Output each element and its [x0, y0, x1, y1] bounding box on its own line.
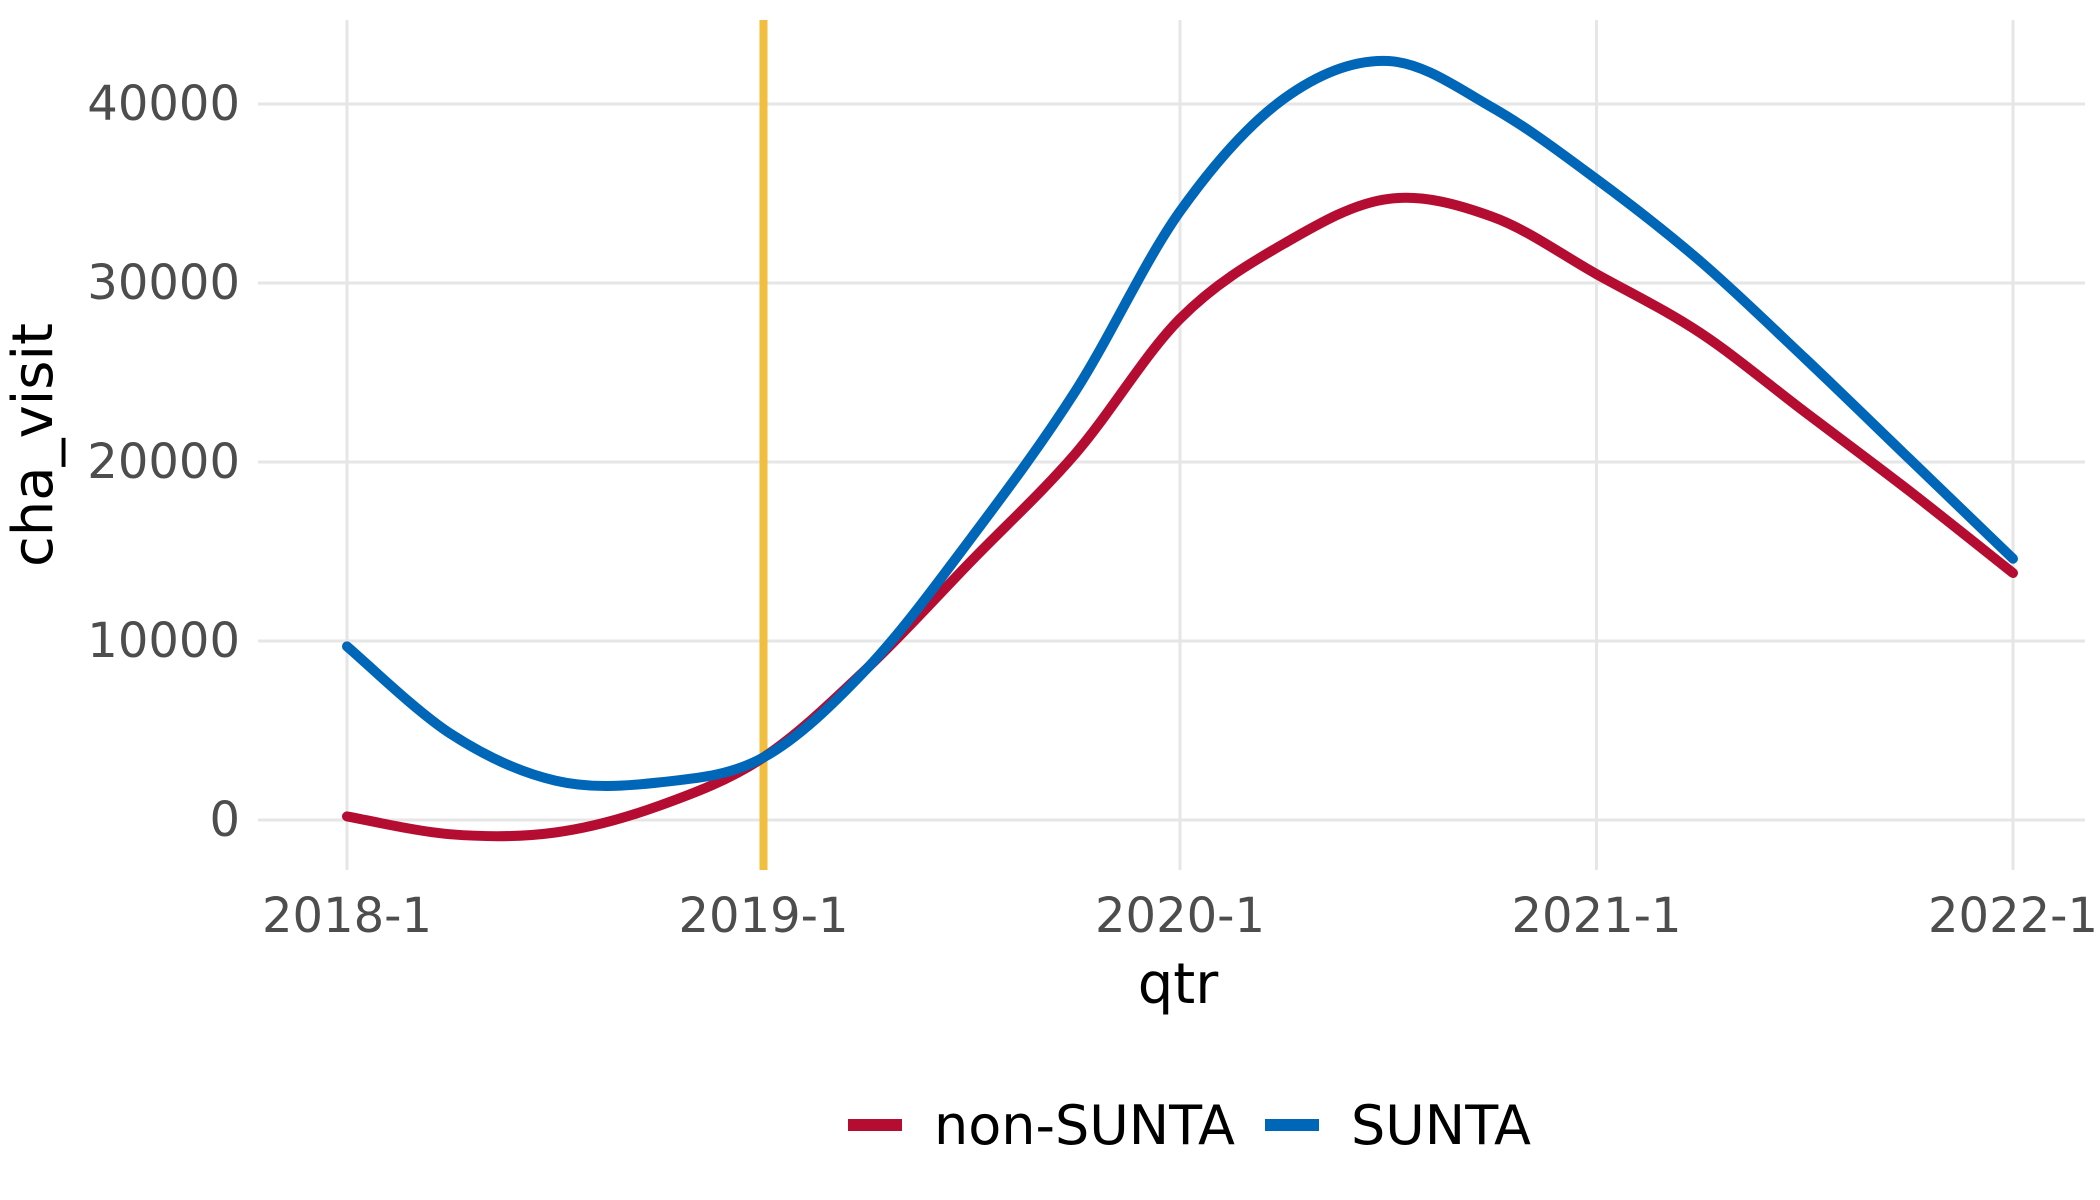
series-line-non-sunta — [342, 192, 2018, 842]
x-tick-label: 2020-1 — [1095, 888, 1265, 944]
y-tick-label: 40000 — [87, 76, 240, 132]
x-tick-label: 2022-1 — [1928, 888, 2098, 944]
y-axis-ticks: 0 10000 20000 30000 40000 — [87, 76, 240, 848]
legend: non-SUNTA SUNTA — [848, 1094, 1531, 1157]
y-tick-label: 20000 — [87, 434, 240, 490]
y-tick-label: 30000 — [87, 255, 240, 311]
x-tick-label: 2019-1 — [678, 888, 848, 944]
series-lines — [342, 55, 2018, 842]
x-axis-ticks: 2018-1 2019-1 2020-1 2021-1 2022-1 — [262, 888, 2098, 944]
x-tick-label: 2018-1 — [262, 888, 432, 944]
y-axis-title: cha_visit — [1, 323, 66, 567]
y-tick-label: 0 — [209, 792, 240, 848]
x-axis-title: qtr — [1138, 952, 1220, 1017]
x-tick-label: 2021-1 — [1511, 888, 1681, 944]
legend-label-sunta: SUNTA — [1351, 1094, 1531, 1157]
y-tick-label: 10000 — [87, 613, 240, 669]
gridlines — [258, 20, 2085, 870]
series-line-sunta — [342, 55, 2018, 791]
legend-label-non-sunta: non-SUNTA — [934, 1094, 1235, 1157]
